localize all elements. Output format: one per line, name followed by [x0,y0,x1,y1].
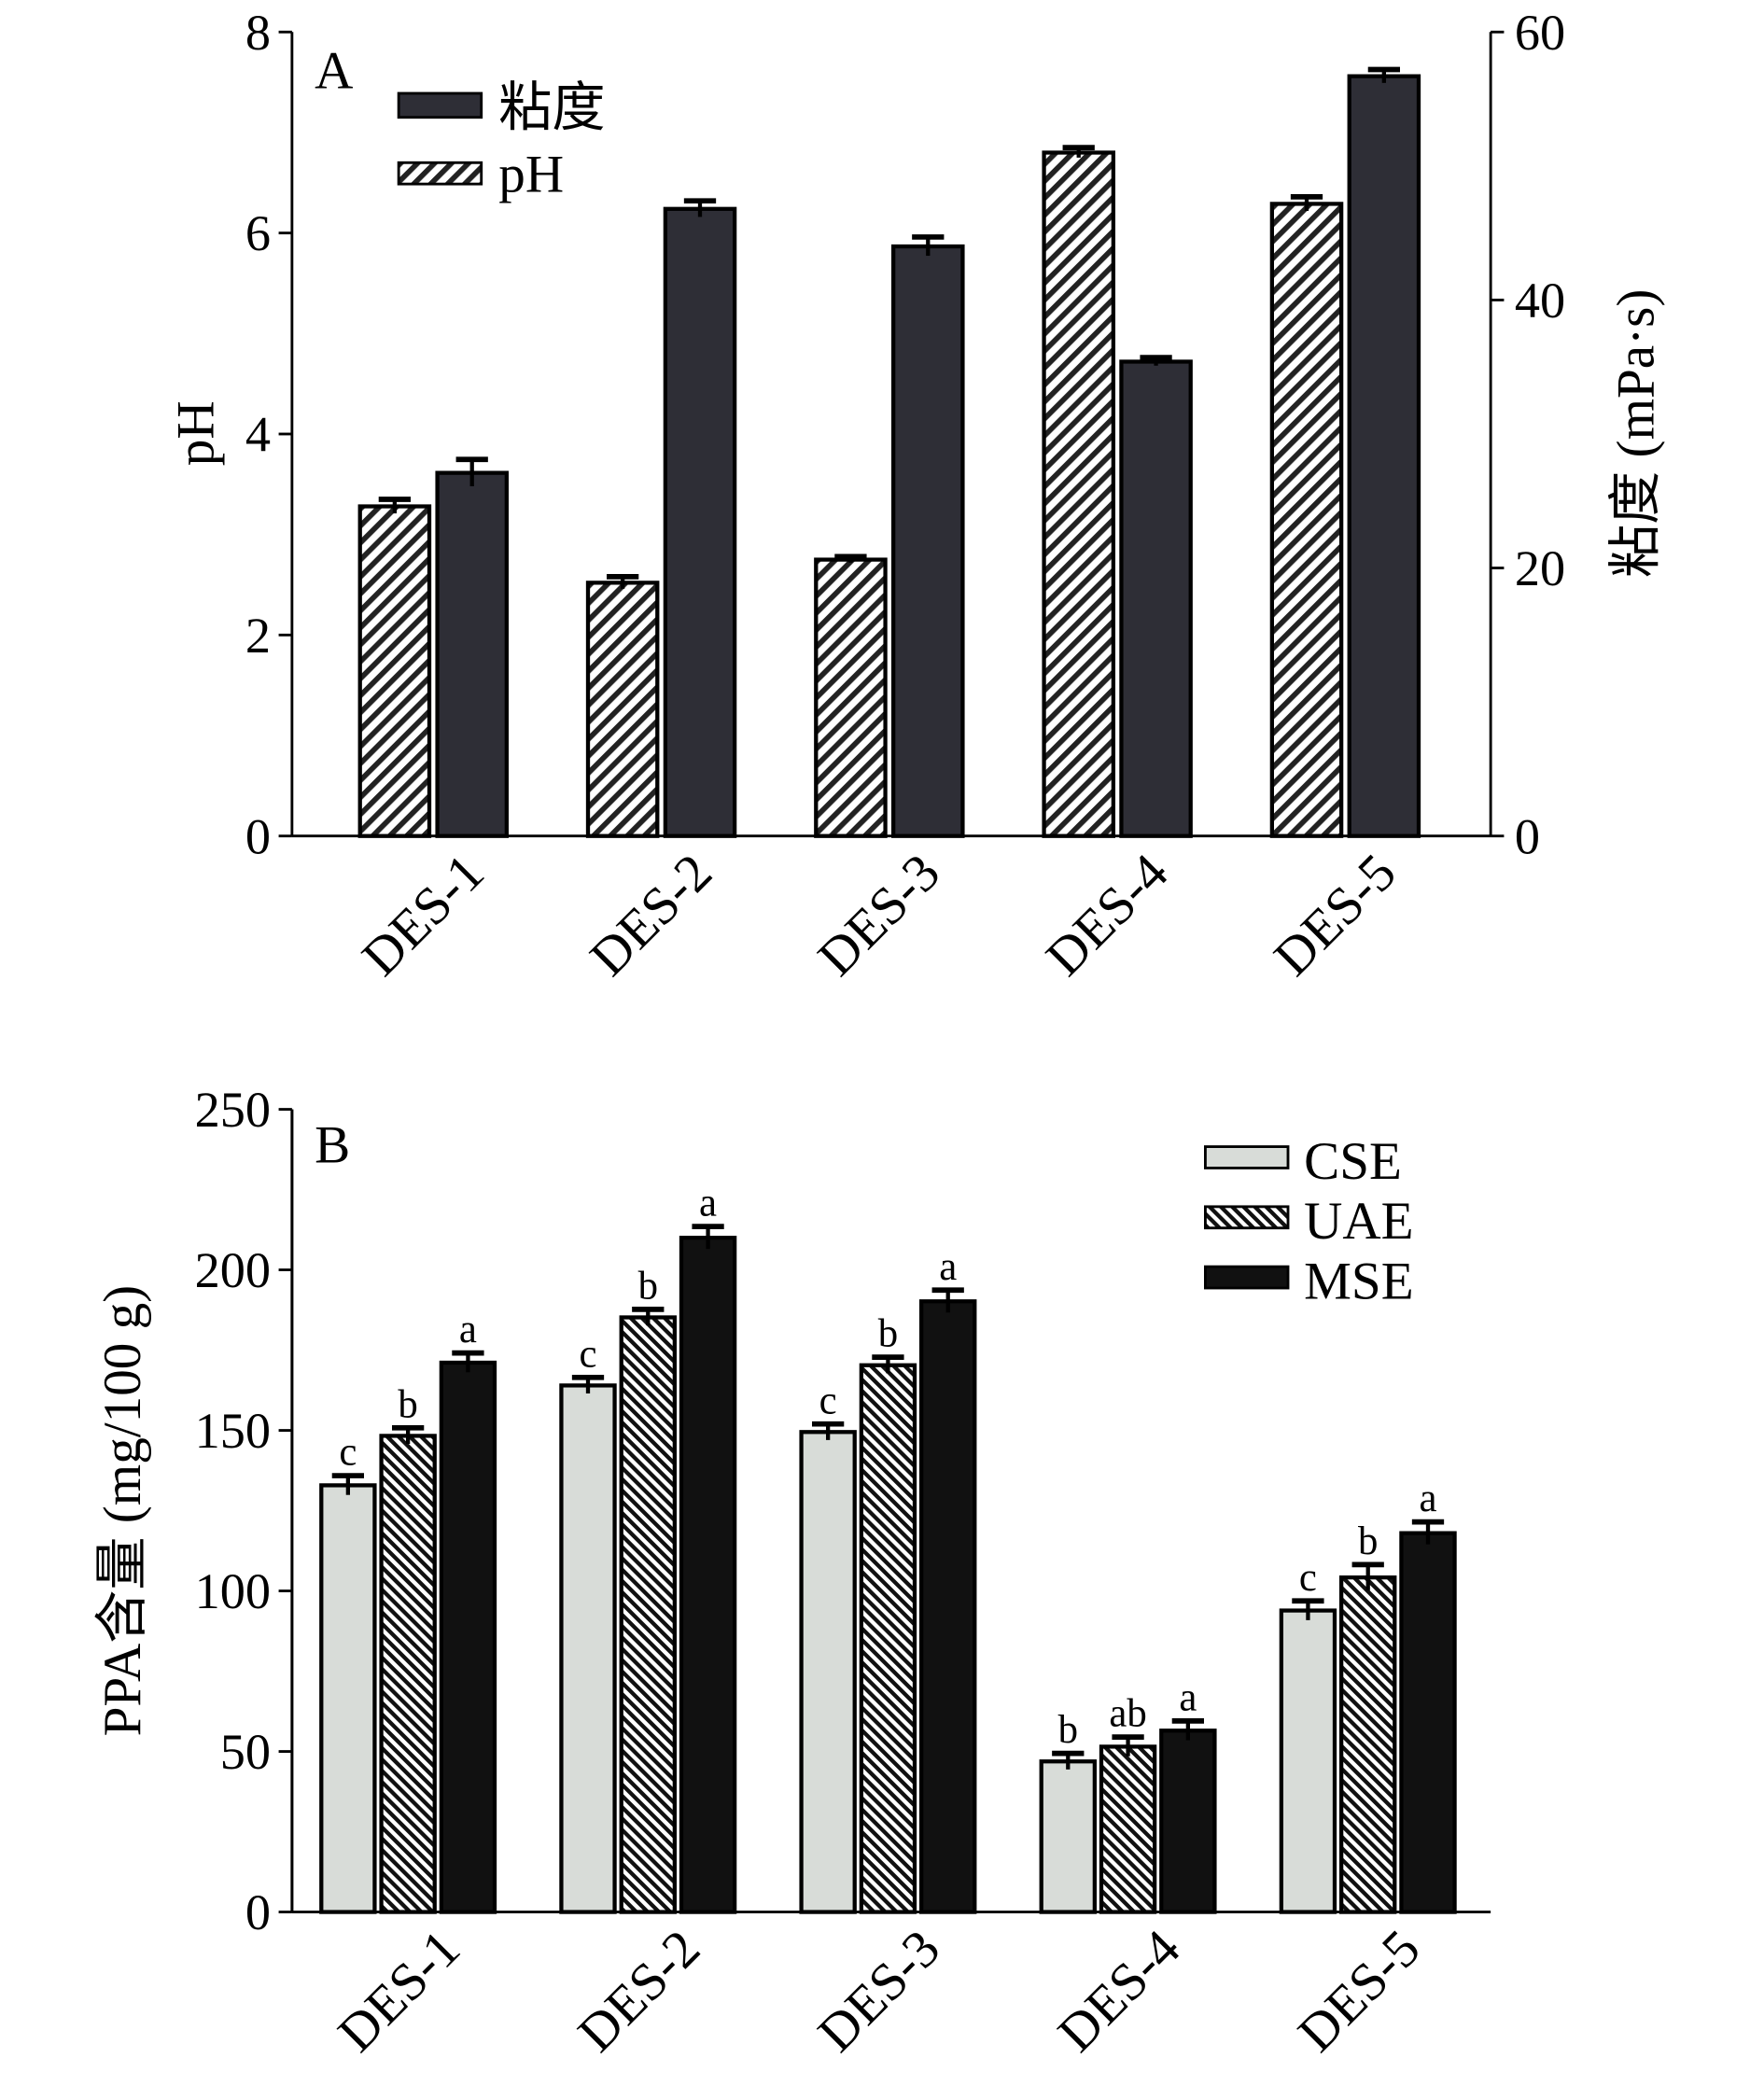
x-tick-label: DES-3 [807,1919,952,2064]
bar-mse [439,1360,497,1914]
y-axis-title: pH [167,400,226,466]
bar-ph [1269,202,1344,838]
legend-swatch-viscosity [397,91,483,119]
x-tick-label: DES-4 [1035,843,1180,987]
bar-ph [1042,150,1115,838]
x-tick-label: DES-5 [1287,1919,1432,2064]
significance-letter: b [638,1264,658,1308]
y-tick-label: 0 [245,808,271,864]
y-tick-label: 2 [245,608,271,664]
bar-cse [559,1383,617,1914]
legend-label-viscosity: 粘度 [498,78,605,137]
bar-viscosity [435,470,509,838]
y-tick-label: 0 [245,1884,271,1940]
legend-label-mse: MSE [1304,1252,1413,1310]
y-tick-label: 200 [195,1242,271,1298]
bar-mse [919,1299,977,1914]
bar-cse [799,1430,857,1914]
legend-label-ph: pH [498,146,564,204]
y-right-tick-label: 60 [1515,5,1565,61]
y-right-tick-label: 20 [1515,540,1565,596]
bar-viscosity [663,206,737,838]
x-tick-label: DES-2 [579,843,723,987]
legend-swatch-mse [1204,1265,1290,1290]
y-tick-label: 50 [220,1724,271,1780]
significance-letter: a [939,1245,957,1289]
y-axis-title: PPA含量 (mg/100 g) [93,1285,152,1737]
bar-mse [1399,1531,1457,1914]
x-tick-label: DES-1 [351,843,496,987]
significance-letter: a [459,1308,477,1351]
bar-cse [1279,1608,1337,1914]
bar-uae [1099,1744,1157,1914]
significance-letter: ab [1109,1692,1146,1736]
bar-uae [619,1315,677,1914]
x-tick-label: DES-3 [807,843,952,987]
significance-letter: a [1419,1477,1436,1520]
bar-mse [679,1236,737,1914]
bar-uae [859,1363,917,1914]
significance-letter: c [819,1379,837,1422]
bar-ph [585,581,660,838]
legend-label-uae: UAE [1304,1192,1413,1251]
y-tick-label: 4 [245,407,271,463]
significance-letter: b [398,1382,417,1426]
bar-ph [814,557,888,838]
bar-viscosity [891,244,965,838]
x-tick-label: DES-1 [327,1919,471,2064]
legend-swatch-ph [397,161,483,186]
significance-letter: c [1299,1556,1317,1600]
bar-ph [357,504,432,838]
y-right-tick-label: 0 [1515,808,1540,864]
bar-viscosity [1119,359,1193,838]
y-right-tick-label: 40 [1515,273,1565,329]
bar-cse [319,1483,377,1914]
bar-viscosity [1347,74,1421,838]
panel-a: 0 2 4 6 8 0 20 40 60 DES-1 DES-2 DES-3 DES-4 DES-5 A 粘度… [167,5,1666,987]
panel-label: B [315,1116,350,1175]
significance-letter: b [1058,1708,1078,1752]
legend-label-cse: CSE [1304,1132,1402,1191]
y-tick-label: 8 [245,5,271,61]
legend-swatch-cse [1204,1145,1290,1169]
y-tick-label: 150 [195,1403,271,1459]
bar-uae [379,1434,437,1914]
legend-swatch-uae [1204,1205,1290,1230]
y-tick-label: 250 [195,1082,271,1138]
significance-letter: b [1358,1519,1378,1563]
bar-uae [1339,1575,1397,1914]
y-axis-right-title: 粘度 (mPa·s) [1606,289,1665,578]
y-tick-label: 6 [245,205,271,261]
significance-letter: a [1179,1675,1197,1719]
y-tick-label: 100 [195,1563,271,1619]
x-tick-label: DES-5 [1263,843,1407,987]
panel-label: A [315,41,353,100]
significance-letter: a [699,1182,717,1225]
significance-letter: c [339,1431,357,1475]
bar-mse [1159,1729,1217,1914]
significance-letter: c [579,1332,596,1376]
significance-letter: b [878,1312,898,1356]
x-tick-label: DES-2 [567,1919,712,2064]
bar-cse [1039,1759,1097,1914]
x-tick-label: DES-4 [1047,1919,1192,2064]
